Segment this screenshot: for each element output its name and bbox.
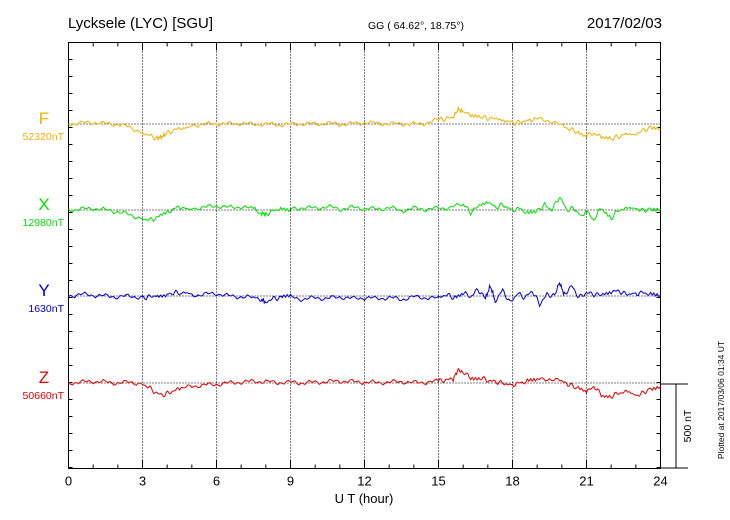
baseline-value-z: 50660nT [23,390,65,402]
scale-bar-label: 500 nT [682,409,694,442]
x-tick-label: 21 [579,474,593,489]
plotted-timestamp: Plotted at 2017/03/06 01:34 UT [716,341,726,459]
chart-title: Lycksele (LYC) [SGU] [68,15,213,32]
labels-layer: F 52320nT X 12980nT Y 1630nT Z 50660nT [23,109,65,402]
coords-label: GG ( 64.62°, 18.75°) [368,20,464,32]
component-label-z: Z [39,368,49,387]
baseline-value-x: 12980nT [23,217,65,229]
date-label: 2017/02/03 [587,15,662,32]
series-line-y [68,281,661,308]
component-label-y: Y [38,281,49,300]
component-label-x: X [38,195,49,214]
x-tick-label: 24 [653,474,667,489]
component-label-f: F [39,109,49,128]
x-tick-label: 3 [139,474,146,489]
series-layer [68,106,661,399]
x-tick-label: 18 [505,474,519,489]
ticks-layer: 0 3 6 9 12 15 18 21 24 [65,42,668,489]
series-line-f [68,106,661,141]
grid-layer [68,42,661,469]
x-tick-label: 12 [357,474,371,489]
scale-bar: 500 nT [660,383,694,469]
series-line-z [68,367,661,399]
x-tick-label: 6 [213,474,220,489]
series-line-x [68,197,661,223]
x-tick-label: 15 [431,474,445,489]
baseline-value-y: 1630nT [28,303,64,315]
x-tick-label: 0 [65,474,72,489]
baseline-value-f: 52320nT [23,131,65,143]
x-tick-label: 9 [287,474,294,489]
x-axis-title: U T (hour) [335,491,394,506]
